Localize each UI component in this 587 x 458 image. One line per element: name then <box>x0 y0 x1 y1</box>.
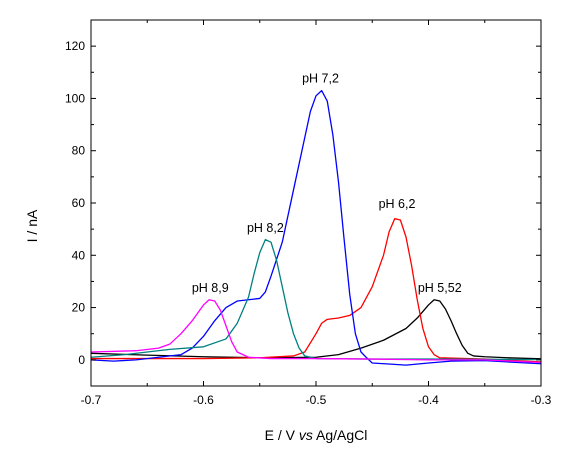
y-axis-title: I / nA <box>24 209 40 242</box>
y-tick-label: 40 <box>72 248 86 262</box>
series-line-5 <box>91 299 541 364</box>
series-layer <box>91 89 541 366</box>
series-line-4 <box>91 238 541 361</box>
peak-label: pH 7,2 <box>302 72 339 86</box>
series-line-1 <box>91 299 541 360</box>
y-tick-label: 0 <box>78 353 85 367</box>
series-line-3 <box>91 89 541 366</box>
y-tick-label: 20 <box>72 301 86 315</box>
peak-label: pH 6,2 <box>379 197 416 211</box>
y-tick-label: 100 <box>65 91 85 105</box>
peak-label: pH 8,2 <box>247 221 284 235</box>
y-tick-label: 80 <box>72 144 86 158</box>
x-tick-label: -0.7 <box>81 393 102 407</box>
x-tick-label: -0.4 <box>418 393 439 407</box>
x-tick-label: -0.6 <box>193 393 214 407</box>
x-axis-title-vs: vs <box>299 427 313 443</box>
y-tick-label: 60 <box>72 196 86 210</box>
y-tick-label: 120 <box>65 39 85 53</box>
peak-label: pH 5,52 <box>418 281 462 295</box>
x-axis-title-part-2: Ag/AgCl <box>313 427 367 443</box>
series-line-2 <box>91 218 541 363</box>
peak-label: pH 8,9 <box>192 281 229 295</box>
peak-labels: pH 7,2 pH 6,2 pH 8,2 pH 8,9 pH 5,52 <box>192 72 462 295</box>
x-axis-title: E / V vs Ag/AgCl <box>265 427 368 443</box>
axis-ticks: -0.7 -0.6 -0.5 -0.4 -0.3 0 20 40 60 80 100 120 <box>65 20 552 407</box>
x-tick-label: -0.3 <box>531 393 552 407</box>
x-tick-label: -0.5 <box>306 393 327 407</box>
x-axis-title-part-1: E / V <box>265 427 299 443</box>
